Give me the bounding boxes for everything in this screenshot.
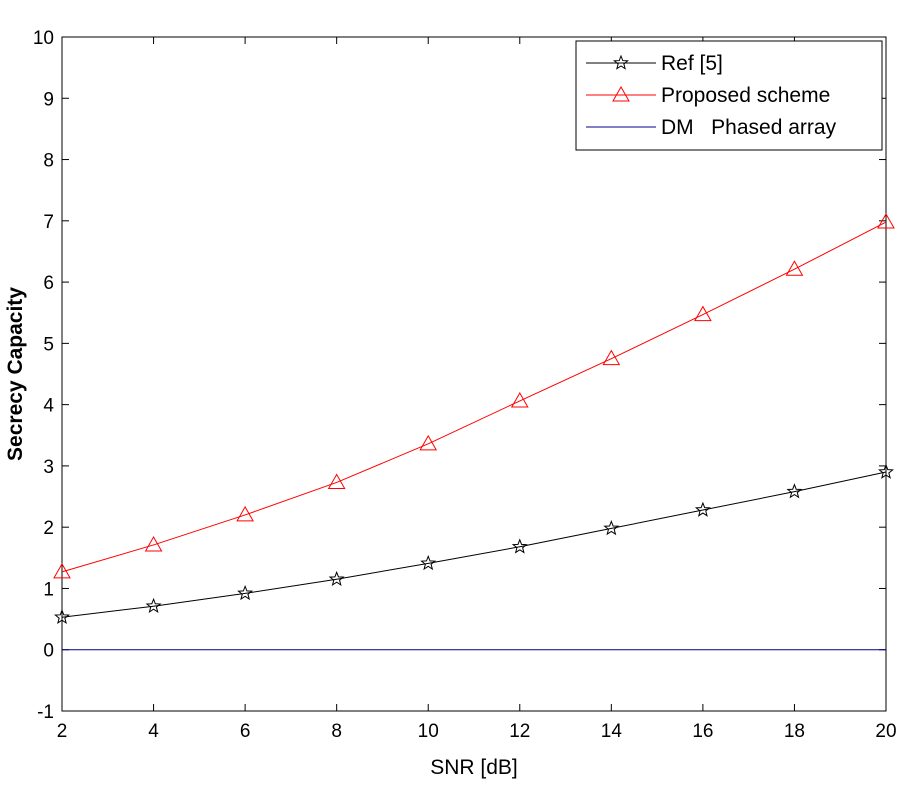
y-tick-label: 7 [43, 212, 54, 233]
data-point-marker [785, 260, 804, 276]
x-tick-label: 6 [240, 721, 251, 742]
series-1 [53, 213, 895, 579]
data-point-marker [53, 562, 71, 579]
data-point-marker [420, 554, 437, 571]
x-tick-label: 10 [418, 721, 439, 742]
data-point-marker [511, 538, 528, 554]
legend-label: DM Phased array [661, 116, 837, 139]
x-tick-label: 18 [784, 721, 805, 742]
data-point-marker [694, 501, 711, 517]
data-point-marker [237, 584, 254, 601]
y-tick-label: 8 [43, 151, 54, 172]
data-point-marker [236, 505, 254, 522]
legend: Ref [5] Proposed scheme DM Phased array [575, 40, 883, 151]
x-tick-label: 20 [875, 721, 896, 742]
y-axis-title: Secrecy Capacity [4, 287, 27, 461]
y-tick-label: 3 [43, 457, 54, 478]
y-tick-label: -1 [37, 702, 54, 723]
data-point-marker [510, 391, 529, 408]
legend-swatch-marker [612, 85, 630, 102]
x-tick-label: 16 [692, 721, 713, 742]
data-point-marker [144, 535, 163, 552]
series-0 [54, 463, 894, 625]
series-line [61, 471, 887, 618]
y-tick-label: 9 [43, 89, 54, 110]
legend-label: Ref [5] [661, 52, 723, 75]
data-point-marker [786, 483, 803, 499]
data-point-marker [602, 349, 621, 366]
y-tick-label: 2 [43, 518, 54, 539]
data-point-marker [419, 434, 438, 451]
data-point-marker [603, 520, 620, 536]
legend-swatch-marker [613, 54, 629, 70]
x-tick-label: 4 [148, 721, 159, 742]
x-tick-label: 8 [331, 721, 342, 742]
y-tick-label: 0 [43, 641, 54, 662]
data-point-marker [145, 597, 162, 614]
y-tick-label: 6 [43, 273, 54, 294]
data-point-marker [328, 570, 345, 587]
data-point-marker [878, 463, 894, 479]
data-point-marker [327, 473, 346, 489]
data-point-marker [54, 608, 70, 625]
y-tick-label: 10 [33, 28, 54, 49]
x-tick-label: 12 [509, 721, 530, 742]
x-tick-label: 14 [601, 721, 623, 742]
data-point-marker [694, 305, 712, 322]
y-tick-label: 1 [43, 579, 54, 600]
y-tick-label: 5 [43, 334, 54, 355]
series-line [61, 221, 887, 573]
legend-label: Proposed scheme [661, 84, 830, 107]
data-point-marker [877, 213, 895, 229]
y-tick-label: 4 [43, 396, 54, 417]
series-layer [53, 213, 895, 651]
x-axis-title: SNR [dB] [430, 756, 518, 779]
x-tick-label: 2 [57, 721, 68, 742]
